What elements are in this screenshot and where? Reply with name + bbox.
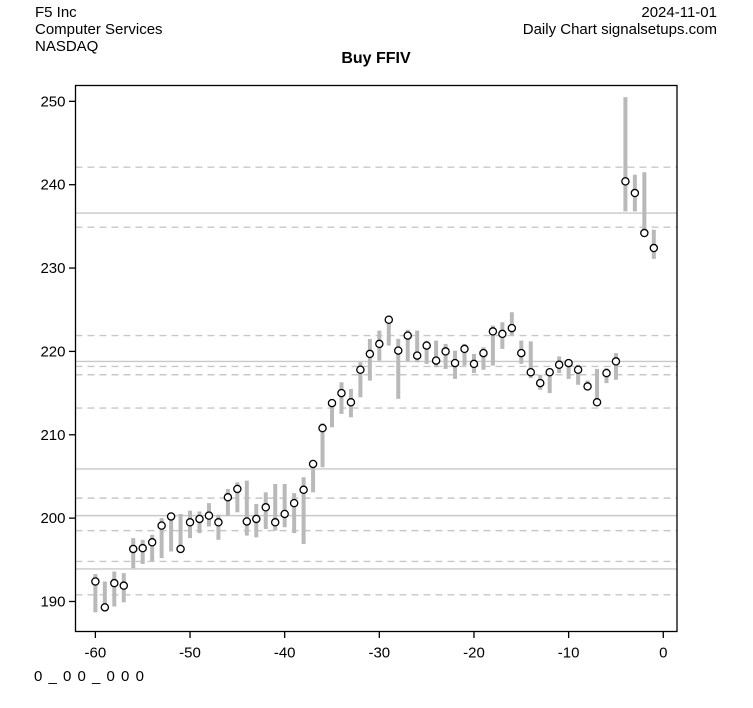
close-marker xyxy=(431,356,441,365)
close-marker xyxy=(138,543,147,553)
close-marker xyxy=(422,341,431,350)
close-marker xyxy=(166,512,176,521)
close-marker xyxy=(535,378,545,388)
close-marker xyxy=(517,348,526,358)
close-marker xyxy=(488,327,498,336)
close-marker xyxy=(91,577,100,586)
signal-code: 0 _ 0 0 _ 0 0 0 xyxy=(34,668,145,685)
y-axis-tick-label: 190 xyxy=(40,593,65,610)
close-marker xyxy=(460,344,469,354)
exchange-name: NASDAQ xyxy=(35,38,99,55)
close-marker xyxy=(346,398,356,407)
x-axis-tick-label: -60 xyxy=(85,645,107,662)
chart-source-line: Daily Chart signalsetups.com xyxy=(522,21,717,38)
x-axis-tick-label: 0 xyxy=(659,645,667,662)
close-marker xyxy=(621,177,630,186)
close-marker xyxy=(649,243,659,253)
company-name: F5 Inc xyxy=(35,4,77,21)
plot-border xyxy=(74,84,678,633)
close-marker xyxy=(214,518,223,527)
close-marker xyxy=(110,578,119,588)
close-marker xyxy=(365,349,375,359)
close-marker xyxy=(545,368,554,377)
close-marker xyxy=(441,347,450,356)
close-marker xyxy=(242,517,252,526)
close-marker xyxy=(327,398,337,408)
close-marker xyxy=(308,459,318,469)
close-marker xyxy=(299,485,308,495)
close-marker xyxy=(233,484,242,494)
close-marker xyxy=(498,329,507,339)
close-marker xyxy=(185,518,195,527)
close-marker xyxy=(147,538,157,547)
close-marker xyxy=(564,358,573,368)
close-marker xyxy=(318,423,327,433)
close-marker xyxy=(261,503,270,512)
close-marker xyxy=(554,360,564,370)
close-marker xyxy=(100,603,110,612)
company-sector: Computer Services xyxy=(35,21,163,38)
close-marker xyxy=(356,365,365,375)
header-right: 2024-11-01 Daily Chart signalsetups.com xyxy=(523,4,717,38)
close-marker xyxy=(403,331,412,340)
y-axis-tick-label: 230 xyxy=(40,260,65,277)
x-axis-tick-label: -10 xyxy=(558,645,580,662)
close-marker xyxy=(223,493,233,502)
close-marker xyxy=(195,514,204,524)
close-marker xyxy=(592,398,602,407)
close-marker xyxy=(157,521,166,530)
close-marker xyxy=(640,228,649,238)
close-marker xyxy=(128,544,138,554)
close-marker xyxy=(450,358,460,368)
y-axis-tick-label: 210 xyxy=(40,427,65,444)
close-marker xyxy=(602,368,611,378)
close-marker xyxy=(280,509,289,519)
close-marker xyxy=(507,323,517,333)
close-marker xyxy=(337,388,346,398)
header-left: F5 Inc Computer Services NASDAQ xyxy=(35,4,163,55)
close-marker xyxy=(630,188,640,198)
close-marker xyxy=(375,339,384,349)
close-marker xyxy=(176,544,185,554)
close-marker xyxy=(469,359,479,369)
close-marker xyxy=(289,498,299,508)
x-axis-tick-label: -20 xyxy=(463,645,485,662)
x-axis-tick-label: -40 xyxy=(274,645,296,662)
chart-title: Buy FFIV xyxy=(341,50,411,67)
chart-date: 2024-11-01 xyxy=(641,4,717,21)
close-marker xyxy=(583,382,592,391)
close-marker xyxy=(270,518,280,527)
y-axis-tick-label: 220 xyxy=(40,343,65,360)
y-axis-tick-label: 250 xyxy=(40,93,65,110)
close-marker xyxy=(252,514,261,524)
close-marker xyxy=(611,357,621,366)
close-marker xyxy=(479,348,488,358)
close-marker xyxy=(394,346,403,355)
close-marker xyxy=(526,368,536,377)
y-axis-tick-label: 240 xyxy=(40,177,65,194)
close-marker xyxy=(573,365,583,375)
close-marker xyxy=(204,511,214,520)
close-marker xyxy=(384,315,394,324)
y-axis-tick-label: 200 xyxy=(40,510,65,527)
x-axis-tick-label: -50 xyxy=(179,645,201,662)
x-axis-tick-label: -30 xyxy=(368,645,390,662)
close-marker xyxy=(412,351,422,360)
close-marker xyxy=(119,581,129,590)
